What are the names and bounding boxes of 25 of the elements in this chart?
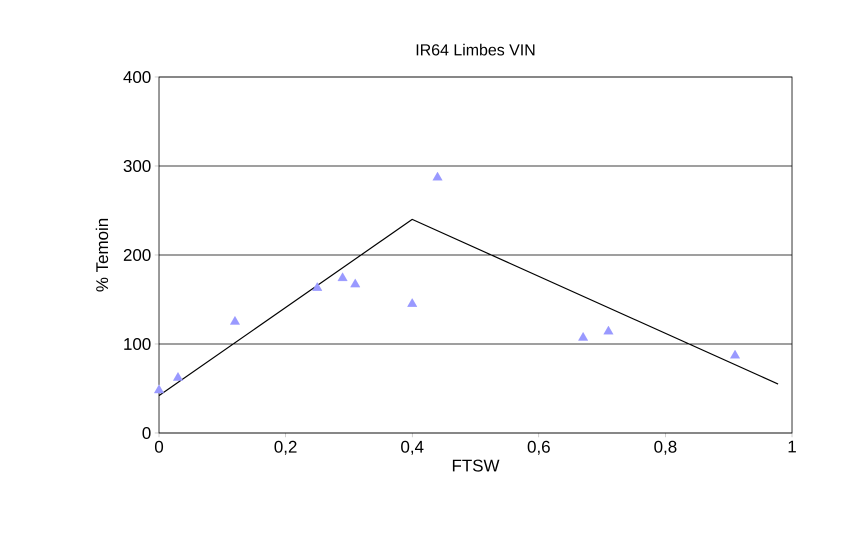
x-tick-label: 1 [788,440,796,452]
y-tick-label: 0 [142,426,151,439]
x-tick-label: 0,4 [401,440,424,455]
point [432,172,442,181]
x-tick-label: 0,8 [654,440,676,455]
point [730,350,740,359]
x-tick-label: 0,6 [528,440,550,455]
y-tick-label: 200 [124,248,151,261]
x-tick-label: 0 [154,440,164,453]
y-tick-label: 400 [123,70,151,83]
point [603,326,614,334]
y-axis-title: % Temoin [96,218,108,292]
point [154,384,164,394]
point [578,332,588,341]
point [407,298,418,307]
point [338,272,348,282]
chart-title: IR64 Limbes VIN [416,44,534,56]
y-tick-label: 100 [124,338,151,350]
point [312,282,322,291]
y-tick-label: 300 [124,160,151,172]
point [173,372,183,381]
point [230,316,240,325]
point [350,278,360,288]
x-tick-label: 0,2 [274,440,297,455]
x-axis-title: FTSW [452,460,500,472]
